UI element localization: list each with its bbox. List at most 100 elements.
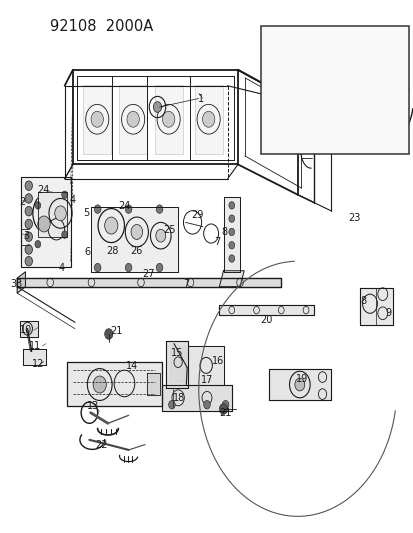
Circle shape xyxy=(156,205,162,213)
Circle shape xyxy=(94,263,101,272)
Text: 22: 22 xyxy=(95,440,108,450)
Circle shape xyxy=(38,216,50,232)
Circle shape xyxy=(203,400,210,409)
Polygon shape xyxy=(21,321,38,337)
Circle shape xyxy=(91,111,103,127)
Text: 27: 27 xyxy=(142,270,154,279)
Text: 11: 11 xyxy=(296,91,308,100)
Text: 12: 12 xyxy=(31,359,44,369)
Circle shape xyxy=(127,111,139,127)
Circle shape xyxy=(168,400,175,409)
Text: 8: 8 xyxy=(221,227,227,237)
Polygon shape xyxy=(38,192,66,237)
Polygon shape xyxy=(66,362,161,406)
Text: 2: 2 xyxy=(19,197,25,207)
Text: 28: 28 xyxy=(106,246,118,255)
Circle shape xyxy=(202,111,214,127)
Circle shape xyxy=(25,245,32,254)
Text: 3: 3 xyxy=(23,231,29,241)
Text: 21: 21 xyxy=(110,326,122,336)
Text: 4: 4 xyxy=(70,195,76,205)
Text: 24: 24 xyxy=(37,185,49,195)
Text: 19: 19 xyxy=(295,374,307,384)
Circle shape xyxy=(25,193,32,203)
Circle shape xyxy=(162,111,174,127)
Text: 7: 7 xyxy=(183,279,189,289)
Polygon shape xyxy=(165,341,188,387)
Text: 17: 17 xyxy=(200,375,213,385)
Text: 29: 29 xyxy=(190,210,203,220)
Polygon shape xyxy=(21,177,71,266)
Text: 10: 10 xyxy=(20,325,32,335)
Circle shape xyxy=(25,256,32,266)
Circle shape xyxy=(228,241,234,249)
Circle shape xyxy=(25,206,32,216)
Bar xyxy=(83,85,111,154)
Circle shape xyxy=(155,229,165,242)
Polygon shape xyxy=(188,346,223,384)
Text: 24: 24 xyxy=(118,201,131,211)
Bar xyxy=(260,26,408,154)
Polygon shape xyxy=(17,272,25,293)
Circle shape xyxy=(153,102,161,112)
Text: 25: 25 xyxy=(162,225,175,236)
Circle shape xyxy=(25,219,32,229)
Circle shape xyxy=(222,400,228,409)
Text: 1: 1 xyxy=(197,93,203,103)
Text: 20: 20 xyxy=(260,314,272,325)
Text: 6: 6 xyxy=(84,247,90,257)
Polygon shape xyxy=(268,368,330,400)
Polygon shape xyxy=(219,271,244,287)
Text: 92108  2000A: 92108 2000A xyxy=(50,19,153,34)
Circle shape xyxy=(25,232,32,241)
Bar xyxy=(119,85,147,154)
Text: 31: 31 xyxy=(301,35,313,44)
Circle shape xyxy=(35,201,40,209)
Text: 16: 16 xyxy=(211,356,224,366)
Text: 14: 14 xyxy=(126,361,138,371)
Circle shape xyxy=(62,191,67,198)
Polygon shape xyxy=(17,278,280,287)
Circle shape xyxy=(125,263,132,272)
Circle shape xyxy=(104,217,118,234)
Circle shape xyxy=(94,205,101,213)
Circle shape xyxy=(228,215,234,222)
Circle shape xyxy=(219,403,227,414)
Polygon shape xyxy=(91,207,178,272)
Circle shape xyxy=(55,206,66,221)
Polygon shape xyxy=(169,346,185,382)
Circle shape xyxy=(228,201,234,209)
Polygon shape xyxy=(223,197,240,272)
Circle shape xyxy=(93,376,106,393)
Text: 5: 5 xyxy=(83,208,90,218)
Text: 11: 11 xyxy=(29,341,41,351)
Text: 4: 4 xyxy=(59,263,65,273)
Circle shape xyxy=(228,228,234,236)
Circle shape xyxy=(104,329,113,340)
Circle shape xyxy=(156,263,162,272)
Bar xyxy=(154,85,182,154)
Text: 23: 23 xyxy=(348,213,360,223)
Bar xyxy=(194,85,222,154)
Polygon shape xyxy=(23,349,46,365)
Circle shape xyxy=(62,231,67,238)
Text: 21: 21 xyxy=(219,408,231,418)
Circle shape xyxy=(35,240,40,248)
Polygon shape xyxy=(219,305,313,316)
Polygon shape xyxy=(359,288,392,325)
Text: 32: 32 xyxy=(268,53,279,61)
Text: 18: 18 xyxy=(172,393,185,403)
Circle shape xyxy=(125,205,132,213)
Text: 26: 26 xyxy=(131,246,143,255)
Text: 33: 33 xyxy=(10,279,22,289)
Text: 15: 15 xyxy=(171,348,183,358)
Text: 13: 13 xyxy=(87,401,100,411)
Polygon shape xyxy=(147,373,159,395)
Text: 9: 9 xyxy=(385,308,391,318)
Circle shape xyxy=(40,201,58,225)
Circle shape xyxy=(131,224,142,239)
Text: 30: 30 xyxy=(390,106,401,115)
Circle shape xyxy=(25,181,32,190)
Text: 8: 8 xyxy=(360,296,366,306)
Text: 7: 7 xyxy=(213,237,219,247)
